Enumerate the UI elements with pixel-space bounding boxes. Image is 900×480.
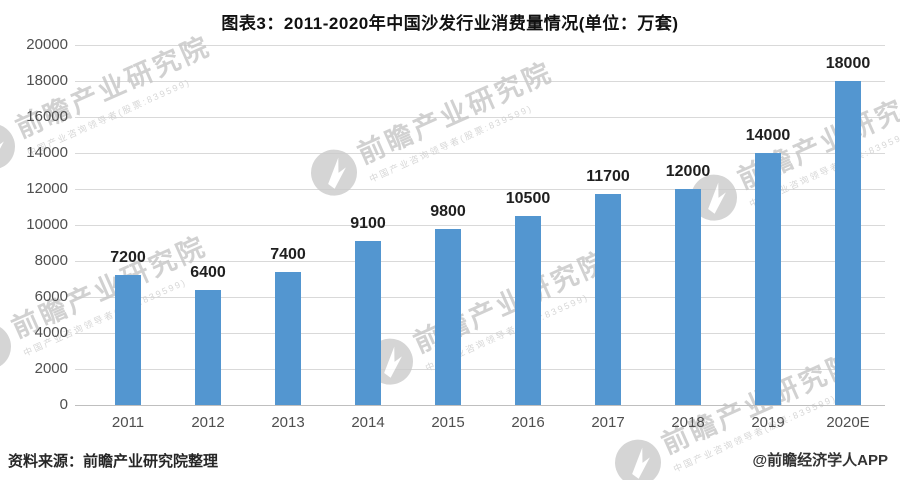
bar xyxy=(755,153,781,405)
bar xyxy=(595,194,621,405)
gridline xyxy=(75,261,885,262)
bar-value-label: 7200 xyxy=(110,249,146,267)
y-tick-label: 6000 xyxy=(34,288,68,305)
bar xyxy=(435,228,461,405)
y-tick-label: 20000 xyxy=(26,36,68,53)
gridline xyxy=(75,117,885,118)
x-tick-label: 2018 xyxy=(671,414,705,431)
bar xyxy=(275,271,301,405)
bar-value-label: 9800 xyxy=(430,202,466,220)
y-tick-label: 2000 xyxy=(34,360,68,377)
y-tick-label: 4000 xyxy=(34,324,68,341)
x-tick-label: 2015 xyxy=(431,414,465,431)
x-tick-label: 2016 xyxy=(511,414,545,431)
watermark-subtext: 中国产业咨询领导者(股票:839599) xyxy=(367,102,535,185)
gridline xyxy=(75,81,885,82)
qianzhan-logo-icon xyxy=(615,439,662,480)
gridline xyxy=(75,369,885,370)
bar xyxy=(195,289,221,405)
x-tick-label: 2019 xyxy=(751,414,785,431)
gridline xyxy=(75,297,885,298)
x-tick-label: 2011 xyxy=(111,414,145,431)
x-tick-label: 2020E xyxy=(826,414,870,431)
gridline xyxy=(75,189,885,190)
bar xyxy=(515,216,541,405)
bar-value-label: 7400 xyxy=(270,245,306,263)
bar xyxy=(115,275,141,405)
bar xyxy=(675,189,701,405)
bar-value-label: 6400 xyxy=(190,263,226,281)
y-tick-label: 10000 xyxy=(26,216,68,233)
gridline xyxy=(75,45,885,46)
x-tick-label: 2012 xyxy=(191,414,225,431)
source-note: 资料来源：前瞻产业研究院整理 xyxy=(8,453,219,470)
bar-value-label: 14000 xyxy=(745,127,791,144)
gridline xyxy=(75,153,885,154)
y-tick-label: 12000 xyxy=(26,180,68,197)
y-tick-label: 16000 xyxy=(26,108,68,125)
bar-value-label: 9100 xyxy=(350,215,386,233)
x-tick-label: 2017 xyxy=(591,414,625,431)
y-tick-label: 14000 xyxy=(26,144,68,161)
bar-value-label: 10500 xyxy=(505,190,551,207)
x-tick-label: 2014 xyxy=(351,414,385,431)
qianzhan-logo-icon xyxy=(311,149,358,196)
gridline xyxy=(75,333,885,334)
watermark: 前瞻产业研究院中国产业咨询领导者(股票:839599) xyxy=(358,239,620,395)
gridline xyxy=(75,225,885,226)
bar-value-label: 12000 xyxy=(665,163,711,180)
chart-title: 图表3：2011-2020年中国沙发行业消费量情况(单位：万套) xyxy=(221,14,679,33)
credit-note: @前瞻经济学人APP xyxy=(752,452,888,469)
y-tick-label: 18000 xyxy=(26,72,68,89)
y-tick-label: 8000 xyxy=(34,252,68,269)
bar xyxy=(835,81,861,405)
y-tick-label: 0 xyxy=(59,396,68,413)
bar xyxy=(355,241,381,405)
watermark: 前瞻产业研究院中国产业咨询领导者(股票:839599) xyxy=(302,50,564,206)
bar-value-label: 11700 xyxy=(586,168,630,186)
x-tick-label: 2013 xyxy=(271,414,305,431)
bar-value-label: 18000 xyxy=(825,55,871,72)
x-axis-line xyxy=(75,405,885,406)
